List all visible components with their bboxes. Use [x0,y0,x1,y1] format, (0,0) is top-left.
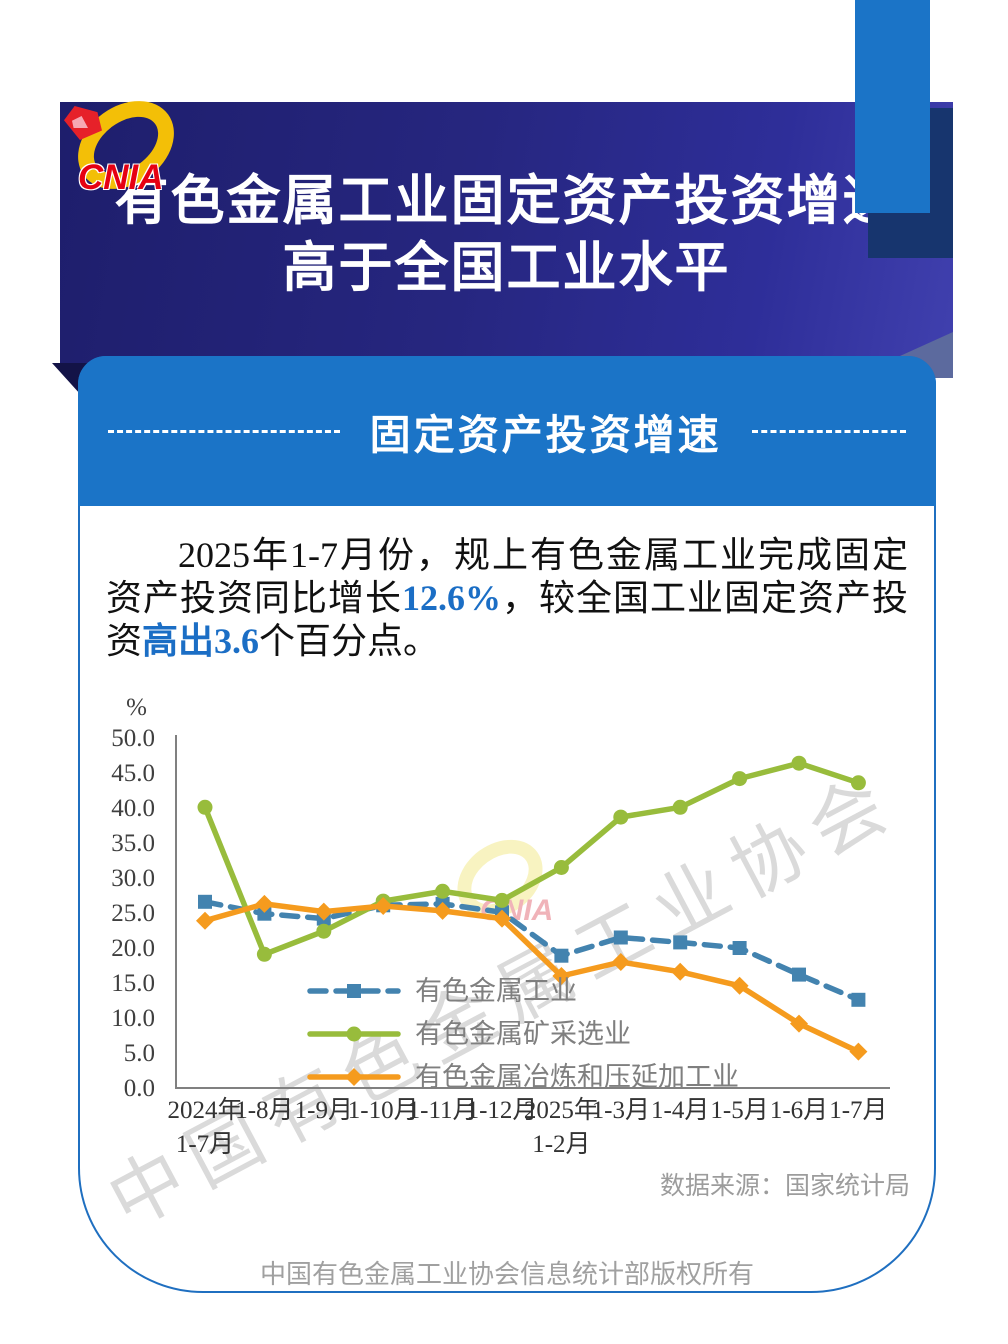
svg-text:45.0: 45.0 [111,760,155,787]
svg-text:30.0: 30.0 [111,865,155,892]
top-right-accent-bar [855,0,930,213]
svg-text:2025年: 2025年 [524,1096,599,1124]
copyright-note: 中国有色金属工业协会信息统计部版权所有 [259,1259,754,1289]
page-title-line2: 高于全国工业水平 [282,238,731,298]
content-card: 固定资产投资增速 [78,356,936,1293]
svg-text:1-11月: 1-11月 [408,1097,478,1124]
svg-text:50.0: 50.0 [111,725,155,752]
paragraph-segment: ，较全国工业固定资产投资 [106,578,908,661]
section-header: 固定资产投资增速 [78,356,936,506]
paragraph-segment: 个百分点。 [259,621,440,661]
header-dash-left [108,429,340,433]
logo-gem-facet [72,116,88,128]
svg-text:1-8月: 1-8月 [235,1097,293,1124]
svg-text:25.0: 25.0 [111,900,155,927]
cnia-logo: CNIA [61,82,191,215]
svg-text:1-7月: 1-7月 [176,1131,234,1158]
series-2 [196,894,868,1061]
header-dash-right [751,429,906,433]
paragraph-segment: 2025年1-7月份，规上有色金属工业完成固定资产投资同比增长 [106,535,908,618]
svg-text:1-10月: 1-10月 [348,1097,419,1124]
svg-text:1-4月: 1-4月 [651,1097,709,1124]
svg-text:有色金属冶炼和压延加工业: 有色金属冶炼和压延加工业 [415,1062,739,1092]
section-heading: 固定资产投资增速 [369,412,722,458]
summary-paragraph: 2025年1-7月份，规上有色金属工业完成固定资产投资同比增长12.6%，较全国… [106,534,908,663]
svg-text:15.0: 15.0 [111,970,155,997]
svg-text:1-2月: 1-2月 [532,1131,590,1158]
svg-text:1-3月: 1-3月 [592,1097,650,1124]
svg-text:35.0: 35.0 [111,830,155,857]
paragraph-segment: 12.6% [402,578,501,618]
chart-axes: 0.0 5.0 10.0 15.0 20.0 25.0 30.0 35.0 40.0 45.0 50… [111,695,890,1102]
svg-text:1-12月: 1-12月 [467,1097,538,1124]
series-1 [197,755,866,962]
svg-text:有色金属工业: 有色金属工业 [415,976,577,1006]
paragraph-segment: 高出3.6 [142,621,260,661]
svg-text:1-5月: 1-5月 [710,1097,768,1124]
svg-text:10.0: 10.0 [111,1005,155,1032]
data-source-note: 数据来源：国家统计局 [659,1172,910,1200]
title-banner: 有色金属工业固定资产投资增速 高于全国工业水平 [60,102,953,365]
svg-text:1-7月: 1-7月 [829,1097,887,1124]
page-title: 有色金属工业固定资产投资增速 高于全国工业水平 [60,168,953,302]
svg-text:20.0: 20.0 [111,935,155,962]
svg-text:1-9月: 1-9月 [295,1097,353,1124]
svg-text:%: % [126,695,147,721]
svg-text:0.0: 0.0 [124,1075,155,1102]
investment-growth-line-chart: 0.0 5.0 10.0 15.0 20.0 25.0 30.0 35.0 40.0 45.0 50… [111,695,890,1158]
page-title-line1: 有色金属工业固定资产投资增速 [114,171,899,231]
svg-text:2024年: 2024年 [167,1096,242,1124]
logo-wordmark: CNIA [78,158,164,197]
svg-text:40.0: 40.0 [111,795,155,822]
svg-text:1-6月: 1-6月 [770,1097,828,1124]
svg-text:有色金属矿采选业: 有色金属矿采选业 [415,1019,631,1049]
svg-text:5.0: 5.0 [124,1040,155,1067]
